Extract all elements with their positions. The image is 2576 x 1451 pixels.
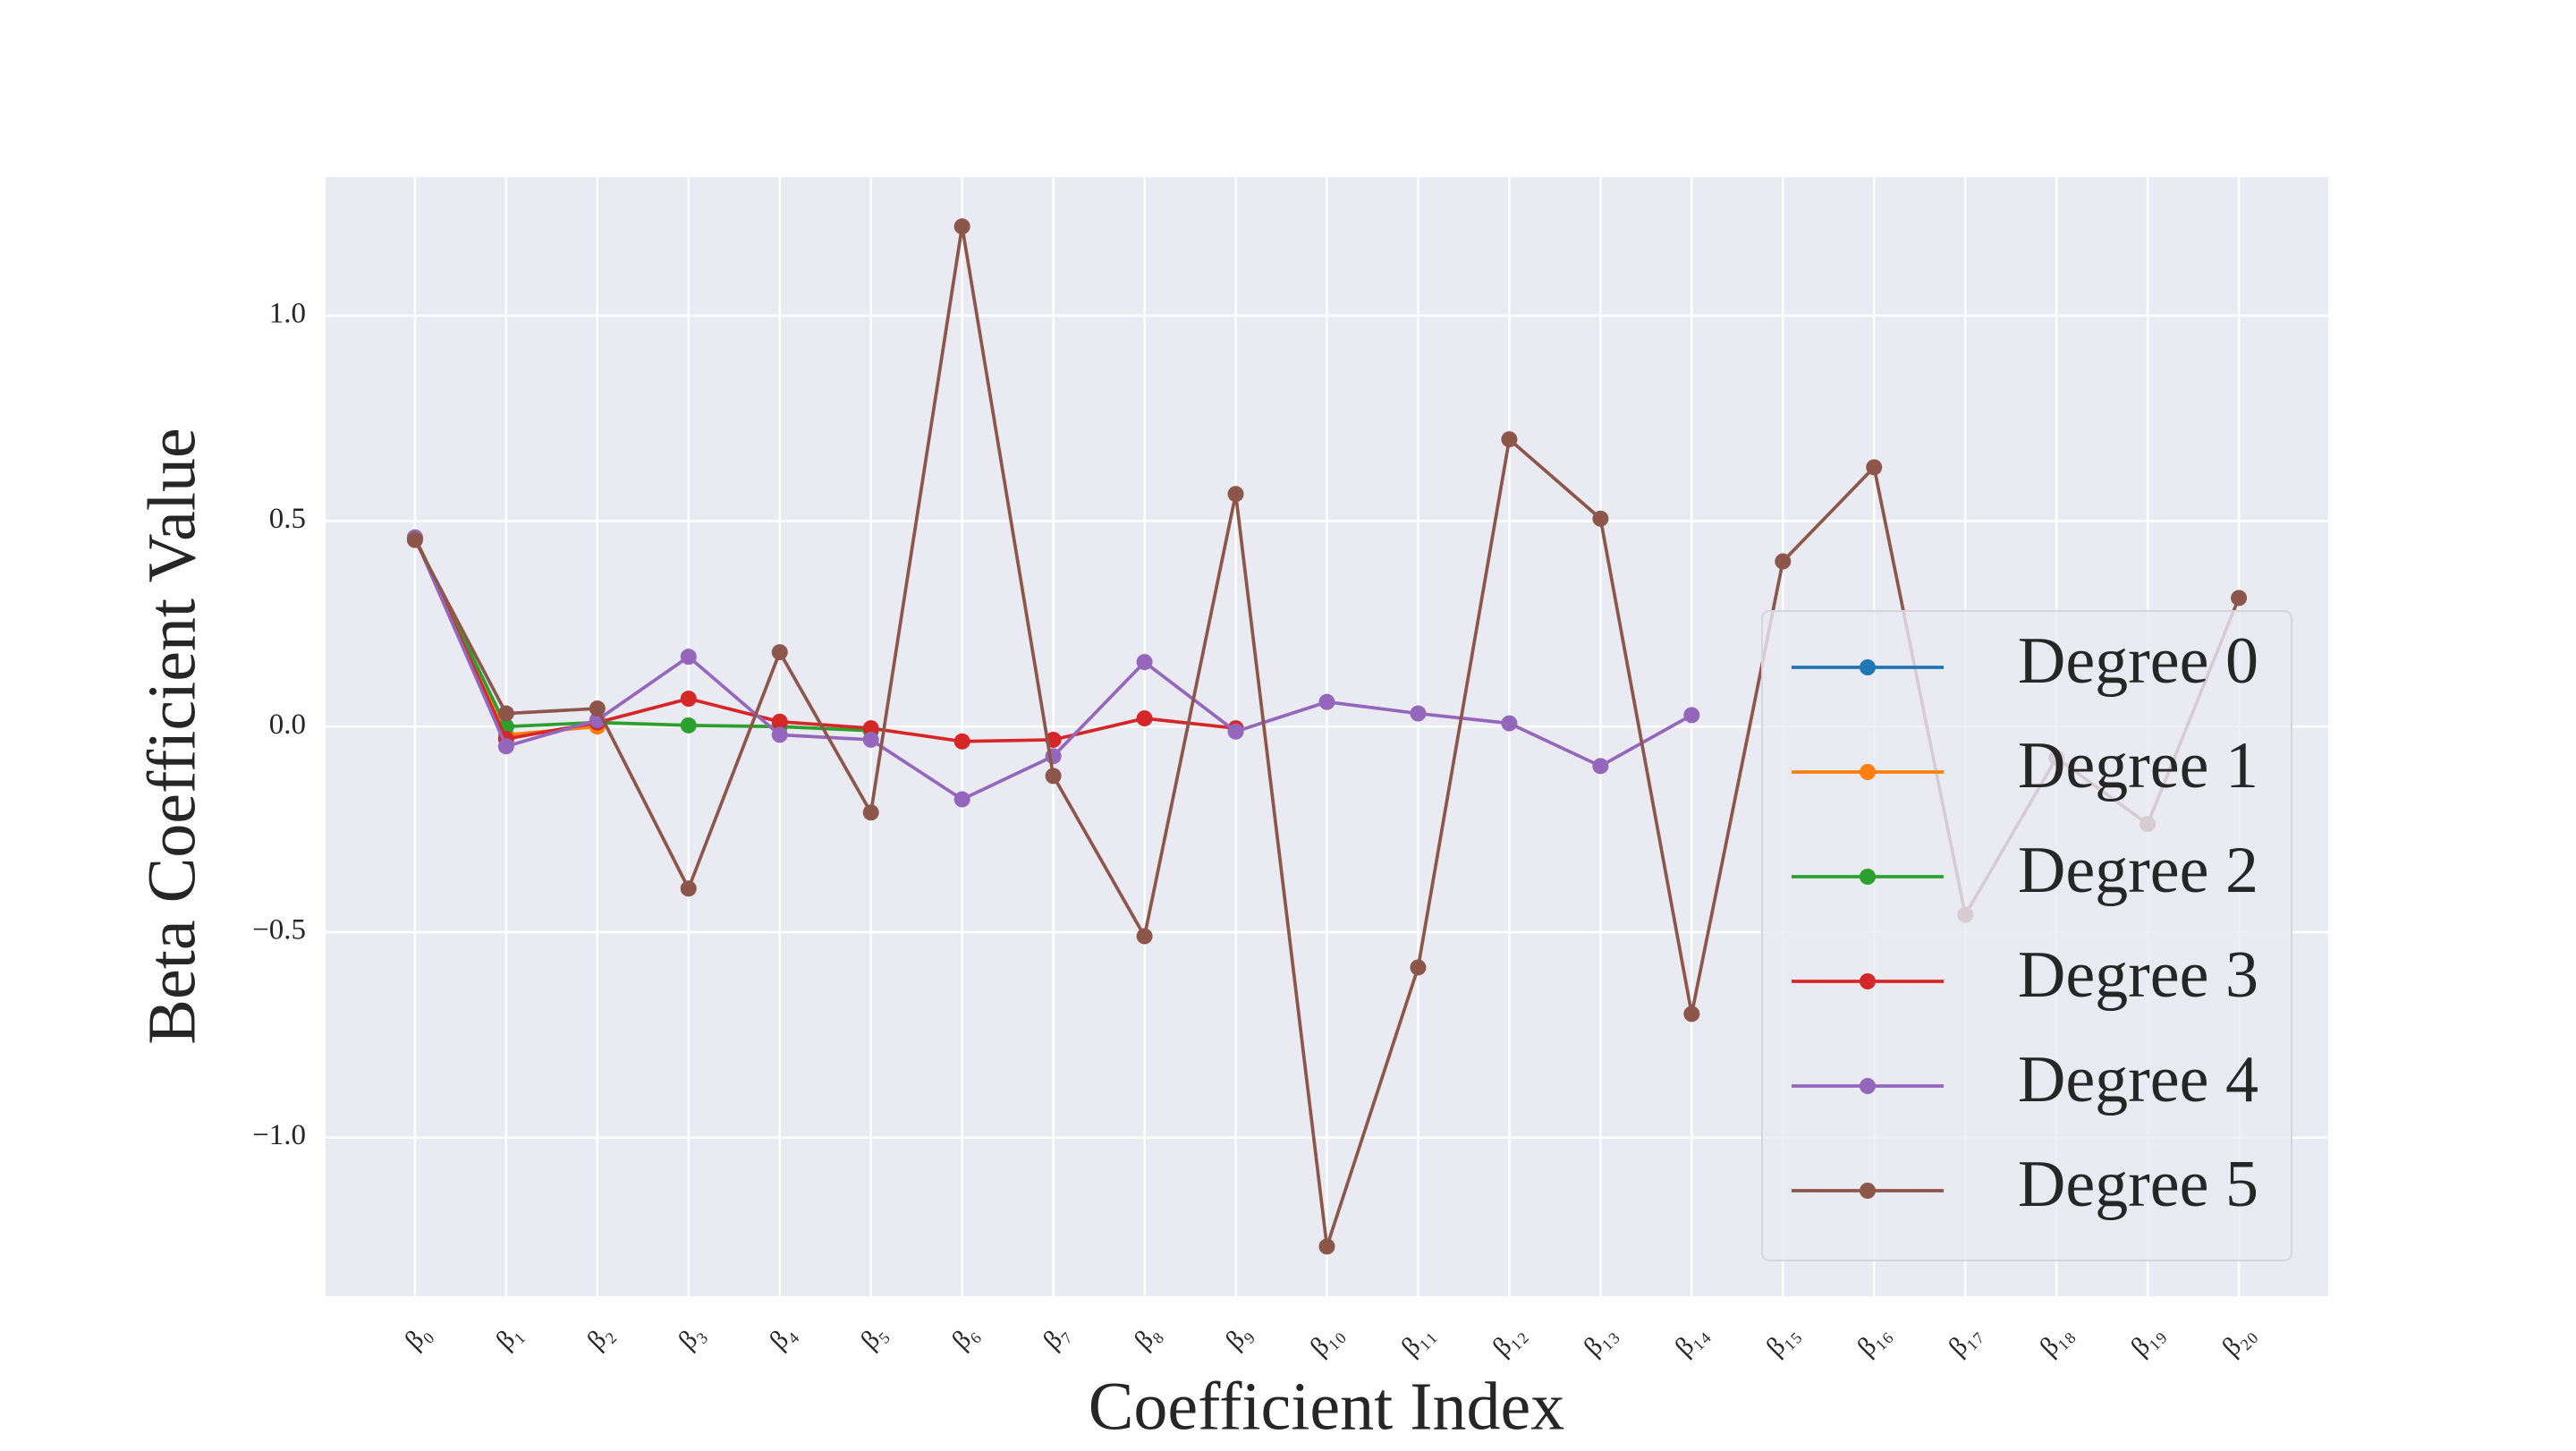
- data-point: [771, 644, 788, 661]
- data-point: [680, 649, 697, 666]
- y-tick-label: −1.0: [252, 1119, 306, 1151]
- data-point: [771, 726, 788, 743]
- y-tick-label: 1.0: [269, 297, 306, 329]
- legend-marker: [1860, 1183, 1876, 1199]
- series-line: [413, 537, 1236, 743]
- x-tick-label: β₁₈: [2034, 1318, 2078, 1362]
- x-tick-label: β₈: [1129, 1318, 1166, 1355]
- x-tick-label: β₁₉: [2125, 1318, 2169, 1362]
- data-point: [1045, 768, 1062, 785]
- data-point: [1318, 693, 1335, 710]
- x-tick-label: β₂: [581, 1318, 619, 1355]
- data-point: [862, 731, 879, 748]
- legend-marker: [1860, 869, 1876, 885]
- data-point: [953, 791, 970, 808]
- legend-label: Degree 1: [2018, 729, 2258, 802]
- x-tick-label: β₁₁: [1395, 1318, 1439, 1362]
- data-point: [1683, 707, 1700, 724]
- legend-label: Degree 3: [2018, 938, 2258, 1012]
- data-point: [1136, 654, 1153, 671]
- x-tick-label: β₁₄: [1669, 1318, 1713, 1362]
- data-point: [1775, 553, 1792, 570]
- legend-marker: [1860, 973, 1876, 989]
- data-point: [1683, 1006, 1700, 1022]
- legend-marker: [1860, 1078, 1876, 1094]
- x-tick-label: β₁₀: [1304, 1318, 1348, 1362]
- x-tick-label: β₄: [764, 1318, 801, 1355]
- x-tick-label: β₁₇: [1943, 1318, 1987, 1362]
- y-axis-label: Beta Coefficient Value: [134, 428, 209, 1044]
- data-point: [1318, 1238, 1335, 1255]
- data-point: [680, 880, 697, 897]
- x-tick-label: β₇: [1038, 1318, 1075, 1355]
- x-tick-label: β₁: [490, 1318, 528, 1355]
- data-point: [497, 705, 514, 722]
- data-point: [1866, 459, 1883, 476]
- data-point: [771, 713, 788, 730]
- series-line: [413, 537, 871, 733]
- legend-label: Degree 4: [2018, 1043, 2258, 1116]
- x-tick-label: β₁₆: [1852, 1318, 1895, 1362]
- legend-marker: [1860, 659, 1876, 675]
- y-tick-label: 0.5: [269, 503, 306, 535]
- data-point: [862, 720, 879, 737]
- legend-marker: [1860, 764, 1876, 780]
- data-point: [2231, 590, 2248, 607]
- x-tick-label: β₀: [399, 1318, 436, 1355]
- data-point: [862, 804, 879, 821]
- data-point: [953, 218, 970, 235]
- x-tick-label: β₆: [946, 1318, 984, 1355]
- y-tick-label: 0.0: [269, 709, 306, 741]
- data-point: [680, 691, 697, 708]
- data-point: [1410, 959, 1427, 976]
- data-point: [680, 717, 697, 734]
- x-tick-label: β₁₃: [1578, 1318, 1622, 1362]
- x-tick-label: β₃: [673, 1318, 710, 1355]
- data-point: [497, 738, 514, 755]
- data-point: [1136, 710, 1153, 727]
- x-axis-label: Coefficient Index: [1089, 1369, 1565, 1444]
- data-point: [1592, 510, 1609, 527]
- x-tick-label: β₉: [1220, 1318, 1258, 1355]
- legend-label: Degree 5: [2018, 1148, 2258, 1221]
- data-point: [1410, 705, 1427, 722]
- data-point: [1501, 715, 1518, 732]
- data-point: [406, 531, 423, 548]
- x-tick-label: β₂₀: [2216, 1318, 2260, 1362]
- x-tick-label: β₁₅: [1760, 1318, 1804, 1362]
- data-point: [1592, 758, 1609, 775]
- y-tick-label: −0.5: [252, 914, 306, 946]
- data-point: [1227, 723, 1244, 740]
- data-point: [953, 733, 970, 750]
- legend: Degree 0 Degree 1 Degree 2 Degree 3 Degree 4…: [1761, 610, 2292, 1261]
- x-tick-label: β₅: [855, 1318, 893, 1355]
- x-tick-label: β₁₂: [1487, 1318, 1530, 1362]
- data-point: [1501, 431, 1518, 448]
- data-point: [589, 700, 606, 717]
- legend-label: Degree 0: [2018, 624, 2258, 698]
- data-point: [1227, 486, 1244, 503]
- data-point: [1136, 928, 1153, 945]
- legend-label: Degree 2: [2018, 834, 2258, 907]
